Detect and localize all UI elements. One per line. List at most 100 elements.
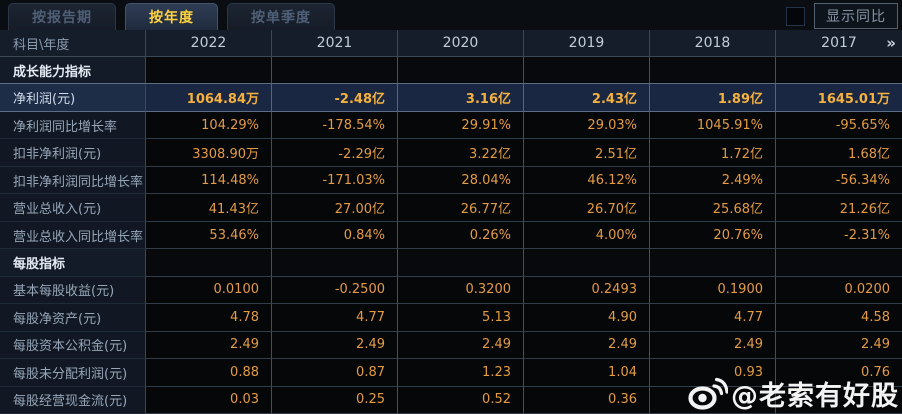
table-row[interactable]: 每股资本公积金(元) 2.49 2.49 2.49 2.49 2.49 2.49 [0, 331, 902, 360]
value-cell: 26.70亿 [524, 194, 650, 222]
value-cell: 4.78 [146, 304, 272, 332]
value-cell: 1.72亿 [650, 139, 776, 167]
tab-by-quarter[interactable]: 按单季度 [227, 3, 335, 30]
value-cell: 2.43亿 [524, 84, 650, 112]
value-cell: -2.29亿 [272, 139, 398, 167]
more-years-icon[interactable]: » [886, 34, 896, 52]
table-row[interactable]: 扣非净利润(元) 3308.90万 -2.29亿 3.22亿 2.51亿 1.72亿 1.6… [0, 139, 902, 167]
value-cell: 0.93 [650, 359, 776, 387]
row-label: 净利润同比增长率 [0, 111, 146, 140]
show-yoy-checkbox[interactable] [786, 6, 805, 26]
value-cell [650, 386, 776, 414]
value-cell: -0.2500 [272, 276, 398, 305]
value-cell: -56.34% [776, 166, 902, 195]
value-cell: 1.23 [398, 359, 524, 387]
value-cell: 1.04 [524, 359, 650, 387]
table-row[interactable]: 每股经营现金流(元) 0.03 0.25 0.52 0.36 [0, 386, 902, 414]
row-label: 净利润(元) [0, 84, 146, 112]
value-cell: 0.84% [272, 221, 398, 250]
value-cell: 5.13 [398, 304, 524, 332]
row-label: 每股指标 [0, 249, 146, 277]
value-cell: 25.68亿 [650, 194, 776, 222]
value-cell: 29.91% [398, 111, 524, 140]
value-cell: 1045.91% [650, 111, 776, 140]
value-cell: 4.00% [524, 221, 650, 250]
value-cell: 0.88 [146, 359, 272, 387]
table-row[interactable]: 营业总收入同比增长率 53.46% 0.84% 0.26% 4.00% 20.76% -2.… [0, 221, 902, 250]
tab-by-year[interactable]: 按年度 [125, 3, 218, 30]
tab-bar: 按报告期 按年度 按单季度 显示同比 [0, 0, 902, 30]
value-cell [272, 249, 398, 277]
value-cell: 2.49 [398, 331, 524, 360]
tabs: 按报告期 按年度 按单季度 [8, 3, 344, 30]
table-row[interactable]: 每股净资产(元) 4.78 4.77 5.13 4.90 4.77 4.58 [0, 304, 902, 332]
value-cell: 1645.01万 [776, 84, 902, 112]
value-cell: 2.49 [146, 331, 272, 360]
value-cell: 0.0200 [776, 276, 902, 305]
row-label: 每股资本公积金(元) [0, 331, 146, 360]
value-cell: 0.03 [146, 386, 272, 414]
value-cell [398, 249, 524, 277]
row-label: 营业总收入(元) [0, 194, 146, 222]
year-header-2019: 2019 [524, 30, 650, 56]
value-cell: 2.49 [272, 331, 398, 360]
table-row[interactable]: 净利润同比增长率 104.29% -178.54% 29.91% 29.03% 1045.… [0, 111, 902, 140]
value-cell [146, 249, 272, 277]
value-cell: 4.77 [650, 304, 776, 332]
value-cell: 2.49 [524, 331, 650, 360]
value-cell: 0.3200 [398, 276, 524, 305]
row-label: 基本每股收益(元) [0, 276, 146, 305]
table-row[interactable]: 每股未分配利润(元) 0.88 0.87 1.23 1.04 0.93 0.76 [0, 359, 902, 387]
value-cell: 0.87 [272, 359, 398, 387]
value-cell: 2.51亿 [524, 139, 650, 167]
value-cell [650, 249, 776, 277]
row-label: 每股未分配利润(元) [0, 359, 146, 387]
table-row[interactable]: 扣非净利润同比增长率 114.48% -171.03% 28.04% 46.12% 2.4… [0, 166, 902, 195]
value-cell: 0.0100 [146, 276, 272, 305]
value-cell: 4.58 [776, 304, 902, 332]
value-cell [776, 386, 902, 414]
value-cell [524, 249, 650, 277]
value-cell: 104.29% [146, 111, 272, 140]
value-cell [272, 57, 398, 85]
value-cell: -2.31% [776, 221, 902, 250]
table-body: 成长能力指标 净利润(元) 1064.84万 -2.48亿 3.16亿 2.43亿 1.89… [0, 57, 902, 414]
value-cell: -171.03% [272, 166, 398, 195]
tab-by-report-period[interactable]: 按报告期 [8, 3, 116, 30]
header-controls: 显示同比 [786, 3, 898, 29]
value-cell: 2.49 [776, 331, 902, 360]
section-row: 每股指标 [0, 249, 902, 277]
section-row: 成长能力指标 [0, 57, 902, 85]
value-cell: 21.26亿 [776, 194, 902, 222]
table-row[interactable]: 基本每股收益(元) 0.0100 -0.2500 0.3200 0.2493 0.1900… [0, 276, 902, 305]
value-cell [398, 57, 524, 85]
year-header-2017: 2017» [821, 34, 896, 52]
row-label: 每股经营现金流(元) [0, 386, 146, 414]
value-cell: 0.76 [776, 359, 902, 387]
table-row[interactable]: 净利润(元) 1064.84万 -2.48亿 3.16亿 2.43亿 1.89亿 1645.… [0, 84, 902, 112]
year-header-2020: 2020 [398, 30, 524, 56]
value-cell: 2.49% [650, 166, 776, 195]
indicators-table: 科目\年度 2022 2021 2020 2019 2018 2017» 成长能力指标 净利… [0, 30, 902, 414]
value-cell: 29.03% [524, 111, 650, 140]
value-cell: 3.22亿 [398, 139, 524, 167]
value-cell: -95.65% [776, 111, 902, 140]
table-row[interactable]: 营业总收入(元) 41.43亿 27.00亿 26.77亿 26.70亿 25.68亿 21… [0, 194, 902, 222]
value-cell: 0.1900 [650, 276, 776, 305]
value-cell: 0.52 [398, 386, 524, 414]
value-cell: 1064.84万 [146, 84, 272, 112]
value-cell: 3308.90万 [146, 139, 272, 167]
value-cell: 20.76% [650, 221, 776, 250]
year-header-2021: 2021 [272, 30, 398, 56]
row-label: 扣非净利润(元) [0, 139, 146, 167]
value-cell: 0.25 [272, 386, 398, 414]
table-header-row: 科目\年度 2022 2021 2020 2019 2018 2017» [0, 30, 902, 57]
row-label: 成长能力指标 [0, 57, 146, 85]
show-yoy-button[interactable]: 显示同比 [814, 3, 898, 29]
value-cell [776, 249, 902, 277]
value-cell: 26.77亿 [398, 194, 524, 222]
value-cell: 28.04% [398, 166, 524, 195]
value-cell: -2.48亿 [272, 84, 398, 112]
row-label: 营业总收入同比增长率 [0, 221, 146, 250]
